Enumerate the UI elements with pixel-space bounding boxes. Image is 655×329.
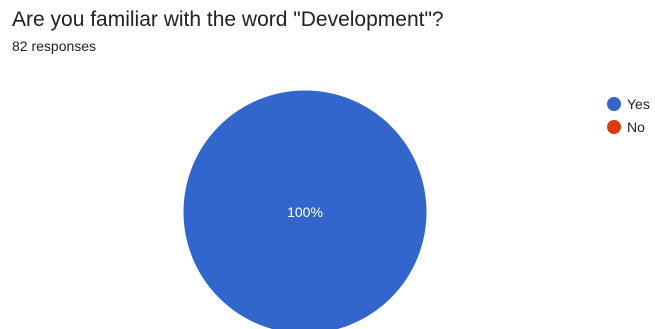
- legend-swatch-yes: [607, 96, 621, 111]
- legend-swatch-no: [607, 119, 621, 134]
- legend-item-yes[interactable]: Yes: [607, 92, 650, 115]
- chart-legend: Yes No: [607, 92, 650, 138]
- pie-slice-yes-label: 100%: [287, 204, 323, 220]
- legend-label-yes: Yes: [627, 95, 650, 112]
- legend-item-no[interactable]: No: [607, 115, 650, 138]
- pie-slice-yes[interactable]: [182, 89, 428, 329]
- question-title: Are you familiar with the word "Developm…: [12, 8, 444, 31]
- legend-label-no: No: [627, 118, 645, 135]
- response-count: 82 responses: [12, 38, 97, 54]
